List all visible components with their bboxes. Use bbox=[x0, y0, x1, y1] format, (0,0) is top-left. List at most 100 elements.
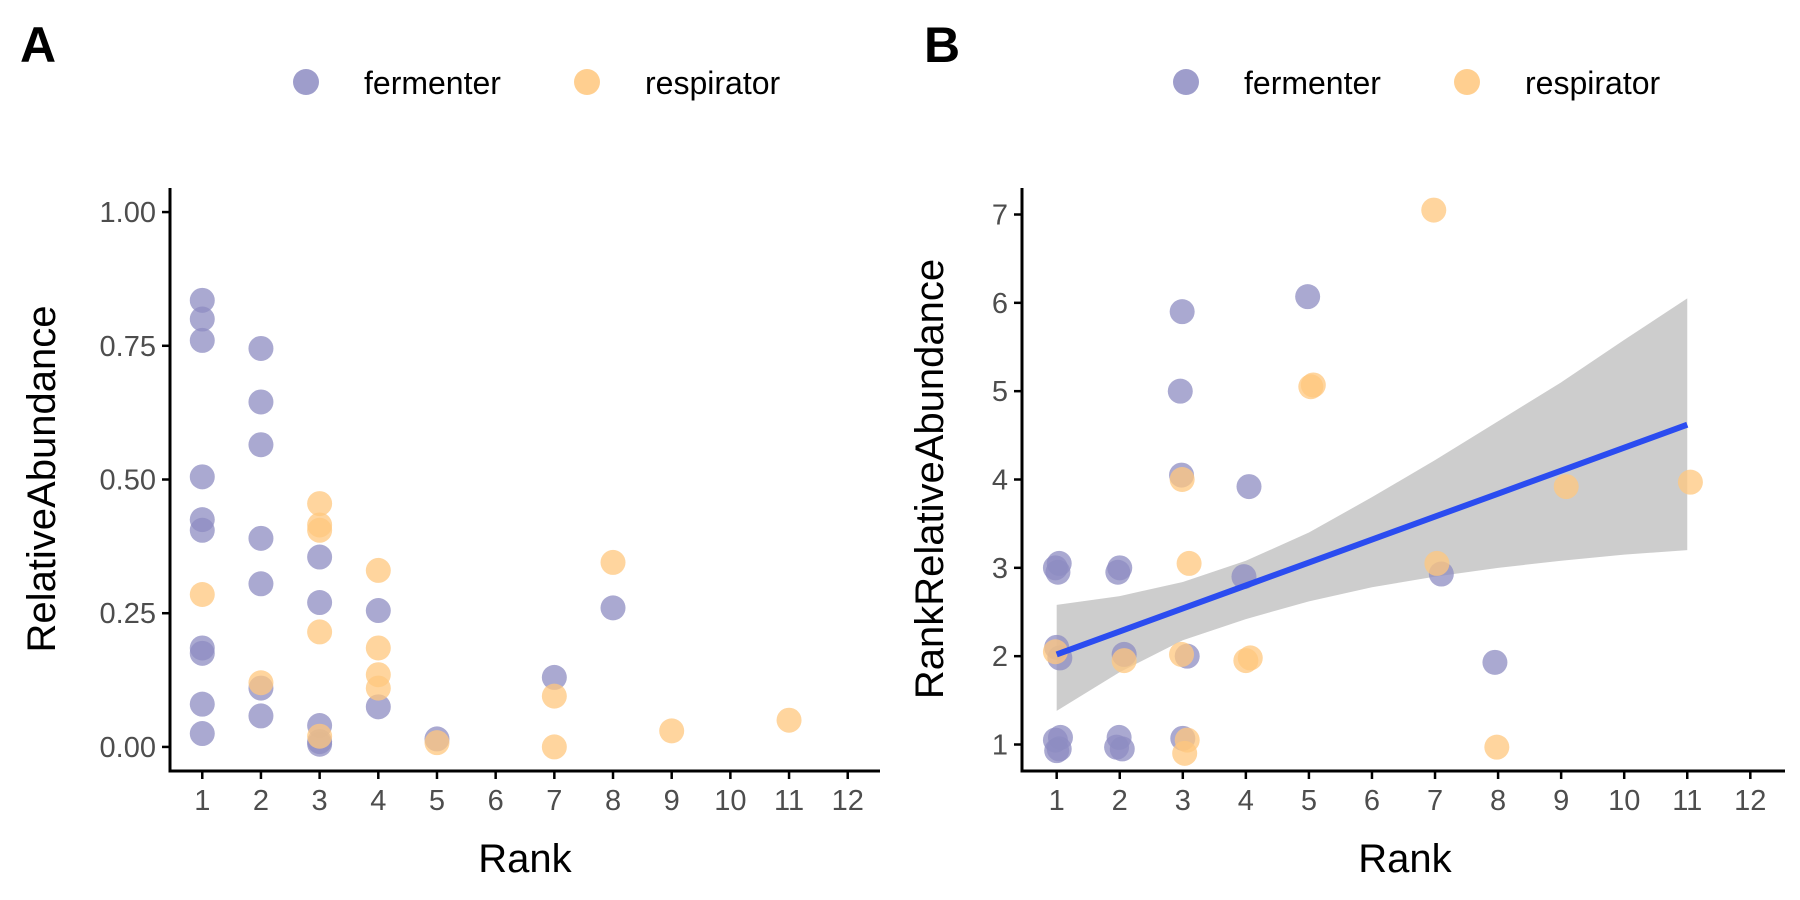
respirator-point bbox=[1677, 469, 1703, 495]
x-tick-label: 2 bbox=[253, 785, 269, 817]
y-tick-label: 7 bbox=[992, 200, 1008, 232]
x-tick-label: 7 bbox=[1427, 785, 1443, 817]
respirator-point bbox=[541, 734, 567, 760]
x-tick-label: 1 bbox=[194, 785, 210, 817]
legend-respirator-label: respirator bbox=[1525, 65, 1661, 101]
x-tick-label: 10 bbox=[1608, 785, 1640, 817]
x-tick-label: 10 bbox=[714, 785, 746, 817]
respirator-point bbox=[1169, 641, 1195, 667]
respirator-point bbox=[189, 581, 215, 607]
panel-b-label: B bbox=[924, 17, 960, 73]
x-tick-label: 12 bbox=[832, 785, 864, 817]
respirator-point bbox=[1237, 645, 1263, 671]
fermenter-point bbox=[189, 287, 215, 313]
fermenter-point bbox=[189, 327, 215, 353]
y-tick-label: 6 bbox=[992, 288, 1008, 320]
fermenter-point bbox=[248, 525, 274, 551]
fermenter-point bbox=[189, 517, 215, 543]
fermenter-point bbox=[1236, 474, 1262, 500]
respirator-point bbox=[1176, 550, 1202, 576]
fermenter-point bbox=[1295, 284, 1321, 310]
y-tick-label: 0.25 bbox=[100, 598, 156, 630]
respirator-point bbox=[776, 707, 802, 733]
y-tick-label: 5 bbox=[992, 376, 1008, 408]
respirator-point bbox=[1421, 197, 1447, 223]
fermenter-point bbox=[1045, 559, 1071, 585]
panel-b-y-axis-title: RankRelativeAbundance bbox=[908, 259, 952, 699]
fermenter-point bbox=[307, 590, 333, 616]
respirator-point bbox=[1172, 740, 1198, 766]
panel-a-legend: fermenter respirator bbox=[293, 65, 781, 101]
fermenter-point bbox=[1046, 736, 1072, 762]
panel-b-x-axis-title: Rank bbox=[1358, 837, 1452, 881]
fermenter-point bbox=[1107, 555, 1133, 581]
respirator-point bbox=[659, 718, 685, 744]
x-tick-label: 6 bbox=[1364, 785, 1380, 817]
fermenter-point bbox=[248, 703, 274, 729]
panel-a: A fermenter respirator 0.00 0.25 0.50 0.75 1… bbox=[20, 17, 880, 881]
x-tick-label: 4 bbox=[1238, 785, 1254, 817]
respirator-point bbox=[307, 619, 333, 645]
y-tick-label: 0.75 bbox=[100, 331, 156, 363]
panel-b-legend: fermenter respirator bbox=[1173, 65, 1661, 101]
y-tick-label: 3 bbox=[992, 553, 1008, 585]
fermenter-point bbox=[189, 721, 215, 747]
x-tick-label: 3 bbox=[312, 785, 328, 817]
respirator-point bbox=[541, 683, 567, 709]
respirator-point bbox=[1042, 639, 1068, 665]
fermenter-point bbox=[189, 640, 215, 666]
confidence-ribbon bbox=[1056, 298, 1688, 711]
respirator-point bbox=[1424, 550, 1450, 576]
x-tick-label: 11 bbox=[774, 785, 804, 817]
y-tick-label: 0.00 bbox=[100, 732, 156, 764]
x-tick-label: 6 bbox=[488, 785, 504, 817]
x-tick-label: 11 bbox=[1672, 785, 1702, 817]
x-tick-label: 5 bbox=[1301, 785, 1317, 817]
fermenter-point bbox=[600, 595, 626, 621]
panel-b-y-ticks: 1 2 3 4 5 6 7 bbox=[992, 200, 1022, 762]
fermenter-point bbox=[307, 544, 333, 570]
x-tick-label: 7 bbox=[546, 785, 562, 817]
y-tick-label: 2 bbox=[992, 641, 1008, 673]
respirator-point bbox=[1169, 467, 1195, 492]
fermenter-point bbox=[365, 598, 391, 624]
x-tick-label: 12 bbox=[1734, 785, 1766, 817]
x-tick-label: 2 bbox=[1112, 785, 1128, 817]
fermenter-point bbox=[248, 571, 274, 597]
legend-fermenter-label: fermenter bbox=[1244, 65, 1381, 101]
legend-respirator-swatch bbox=[574, 69, 600, 95]
respirator-point bbox=[307, 517, 333, 543]
respirator-point bbox=[600, 549, 626, 575]
y-tick-label: 0.50 bbox=[100, 465, 156, 497]
panel-a-y-axis-title: RelativeAbundance bbox=[20, 306, 64, 653]
x-tick-label: 9 bbox=[1553, 785, 1569, 817]
respirator-point bbox=[424, 730, 450, 756]
fermenter-point bbox=[248, 432, 274, 458]
x-tick-label: 5 bbox=[429, 785, 445, 817]
panel-a-y-ticks: 0.00 0.25 0.50 0.75 1.00 bbox=[100, 197, 170, 764]
fermenter-point bbox=[189, 691, 215, 717]
respirator-point bbox=[1300, 372, 1326, 398]
fermenter-point bbox=[189, 306, 215, 332]
panel-a-points bbox=[189, 287, 802, 760]
x-tick-label: 9 bbox=[664, 785, 680, 817]
respirator-point bbox=[248, 670, 274, 696]
respirator-point bbox=[1484, 734, 1510, 760]
fermenter-point bbox=[1482, 649, 1508, 675]
fermenter-point bbox=[1104, 734, 1130, 760]
fit-line bbox=[1055, 421, 1689, 658]
panel-b-x-ticks: 1 2 3 4 5 6 7 8 9 10 11 12 bbox=[1049, 771, 1766, 817]
y-tick-label: 1.00 bbox=[100, 197, 156, 229]
panel-b-points bbox=[1042, 197, 1703, 766]
respirator-point bbox=[1111, 648, 1137, 674]
legend-respirator-label: respirator bbox=[645, 65, 781, 101]
panel-a-x-axis-title: Rank bbox=[478, 837, 572, 881]
fermenter-point bbox=[248, 389, 274, 415]
legend-fermenter-label: fermenter bbox=[364, 65, 501, 101]
fermenter-point bbox=[189, 464, 215, 490]
panel-a-label: A bbox=[20, 17, 56, 73]
x-tick-label: 4 bbox=[370, 785, 386, 817]
x-tick-label: 3 bbox=[1175, 785, 1191, 817]
respirator-point bbox=[1553, 474, 1579, 500]
